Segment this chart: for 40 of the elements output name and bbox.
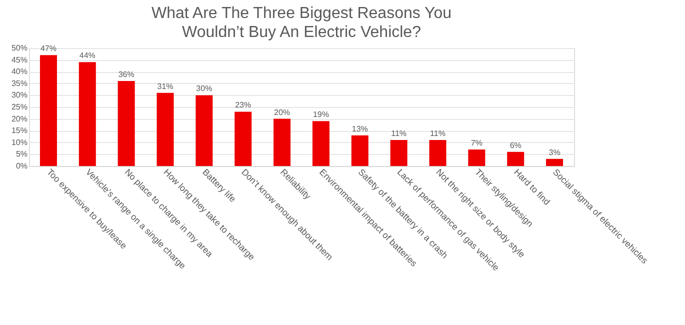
data-label: 23% <box>235 100 252 110</box>
bar <box>507 152 524 166</box>
data-label: 11% <box>430 129 446 138</box>
y-tick-label: 0% <box>16 162 28 170</box>
data-label: 44% <box>79 51 96 60</box>
y-tick-label: 10% <box>11 138 28 147</box>
bar <box>78 62 96 166</box>
bar <box>390 140 408 166</box>
data-label: 6% <box>510 140 522 150</box>
data-label: 3% <box>548 148 560 157</box>
y-tick-label: 45% <box>11 55 28 64</box>
y-tick-label: 20% <box>11 114 28 124</box>
y-tick-label: 15% <box>11 126 28 136</box>
data-label: 7% <box>470 138 482 148</box>
data-label: 13% <box>352 124 368 134</box>
data-label: 30% <box>196 84 212 94</box>
bar <box>429 140 446 166</box>
bar <box>351 135 368 166</box>
bar <box>234 112 252 166</box>
bar <box>196 95 213 166</box>
data-label: 47% <box>40 44 56 54</box>
bar <box>274 118 291 166</box>
y-tick-label: 5% <box>16 150 28 159</box>
y-tick-label: 35% <box>11 78 28 88</box>
bar <box>156 92 174 166</box>
bar <box>546 158 564 166</box>
y-tick-label: 25% <box>11 102 28 112</box>
data-label: 11% <box>391 129 407 138</box>
data-label: 36% <box>118 70 134 80</box>
y-tick-label: 50% <box>11 44 28 52</box>
data-label: 31% <box>157 82 174 91</box>
data-label: 19% <box>312 110 329 120</box>
y-tick-label: 30% <box>11 90 28 100</box>
bar <box>468 149 486 166</box>
data-label: 20% <box>274 108 290 117</box>
y-tick-label: 40% <box>11 67 28 76</box>
bar <box>118 81 135 166</box>
bar <box>312 121 330 166</box>
bar <box>40 55 57 166</box>
chart-title: What Are The Three Biggest Reasons You Wouldn’t Buy An Electric Vehicle? <box>151 5 452 41</box>
